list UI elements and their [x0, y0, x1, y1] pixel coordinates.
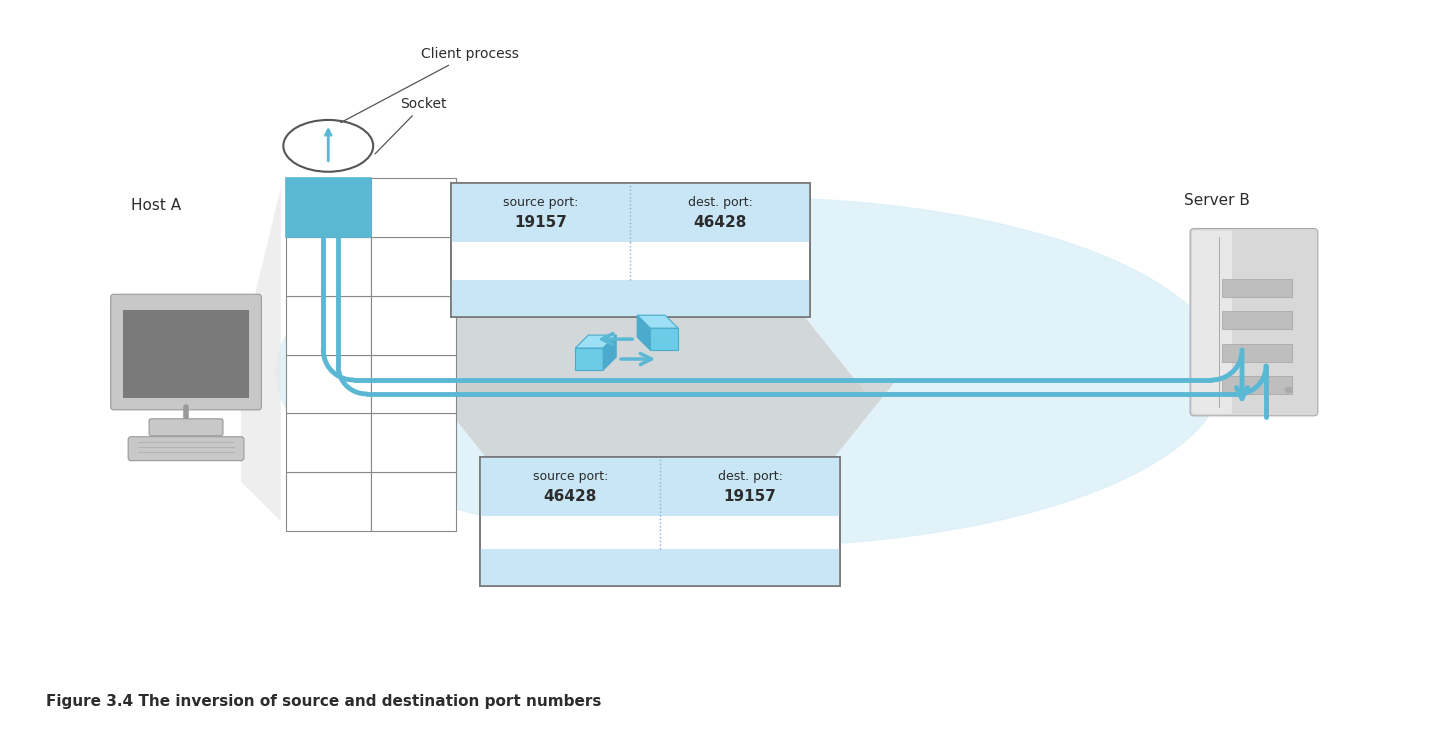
FancyBboxPatch shape — [111, 294, 262, 410]
Polygon shape — [396, 317, 865, 392]
Polygon shape — [638, 315, 651, 350]
Bar — [370, 354, 455, 414]
Text: 46428: 46428 — [544, 489, 597, 504]
Polygon shape — [576, 335, 616, 348]
Bar — [370, 414, 455, 472]
Bar — [286, 472, 370, 531]
Text: 19157: 19157 — [513, 215, 567, 230]
Ellipse shape — [276, 198, 1223, 546]
Bar — [1222, 344, 1291, 362]
FancyBboxPatch shape — [149, 419, 223, 436]
Text: dest. port:: dest. port: — [717, 470, 782, 483]
Polygon shape — [638, 315, 678, 328]
Text: Server B: Server B — [1184, 193, 1249, 208]
Polygon shape — [241, 187, 281, 521]
Bar — [286, 178, 370, 236]
Text: Host A: Host A — [132, 198, 181, 212]
Polygon shape — [425, 382, 895, 457]
Bar — [451, 183, 810, 317]
Bar — [451, 183, 810, 242]
Text: 46428: 46428 — [693, 215, 746, 230]
Polygon shape — [603, 335, 616, 370]
Bar — [370, 296, 455, 354]
Bar — [480, 457, 840, 586]
Text: source port:: source port: — [532, 470, 607, 483]
Bar — [286, 236, 370, 296]
Bar — [480, 457, 840, 586]
Ellipse shape — [283, 120, 373, 172]
Bar — [286, 414, 370, 472]
Bar — [651, 328, 678, 350]
Text: source port:: source port: — [503, 196, 578, 209]
FancyBboxPatch shape — [129, 437, 244, 460]
Bar — [1222, 311, 1291, 329]
Bar — [286, 296, 370, 354]
Bar — [1222, 279, 1291, 297]
Bar — [451, 280, 810, 317]
Text: dest. port:: dest. port: — [687, 196, 752, 209]
Bar — [480, 457, 840, 517]
Text: Socket: Socket — [375, 97, 447, 154]
FancyBboxPatch shape — [1190, 228, 1317, 416]
Bar — [1222, 376, 1291, 394]
Bar — [451, 183, 810, 317]
Bar — [286, 178, 370, 236]
Bar — [370, 236, 455, 296]
Text: Figure 3.4 The inversion of source and destination port numbers: Figure 3.4 The inversion of source and d… — [46, 694, 602, 709]
FancyBboxPatch shape — [1192, 231, 1232, 414]
Bar — [370, 178, 455, 236]
Bar — [286, 354, 370, 414]
Bar — [370, 472, 455, 531]
Bar — [480, 549, 840, 586]
Bar — [123, 310, 249, 398]
Bar — [576, 348, 603, 370]
Ellipse shape — [1285, 387, 1293, 392]
Text: Client process: Client process — [341, 47, 519, 123]
Text: 19157: 19157 — [723, 489, 777, 504]
